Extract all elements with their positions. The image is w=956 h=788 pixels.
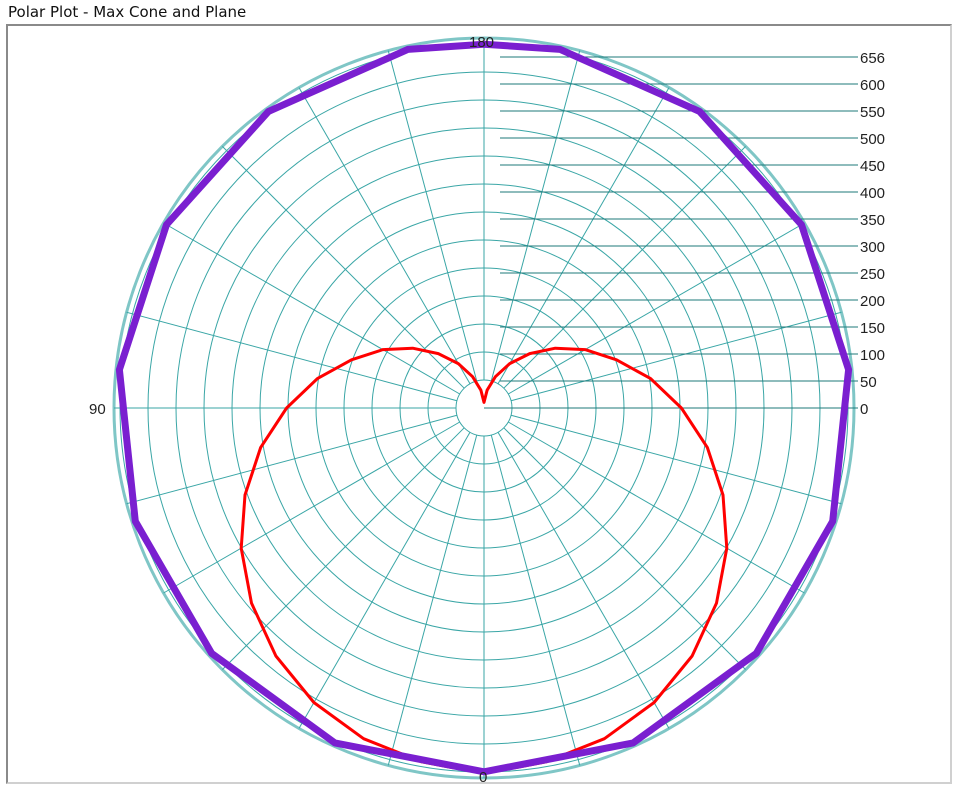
grid-ray xyxy=(126,311,458,402)
radial-tick-label: 200 xyxy=(860,293,885,310)
grid-ray xyxy=(497,431,670,729)
grid-ray xyxy=(387,434,478,766)
series-line xyxy=(115,40,853,776)
radial-tick-group: 0 50 100 150 200 250 300 350 400 450 500 550 600 656 xyxy=(484,50,885,418)
grid-ray xyxy=(298,87,471,385)
radial-tick-label: 600 xyxy=(860,77,885,94)
grid-ray xyxy=(387,50,478,382)
radial-tick-label: 350 xyxy=(860,212,885,229)
grid-ray xyxy=(126,414,458,505)
grid-ray xyxy=(490,434,581,766)
radial-tick-label: 656 xyxy=(860,50,885,67)
radial-tick-label: 500 xyxy=(860,131,885,148)
grid-ray xyxy=(503,427,746,670)
grid-ray xyxy=(163,222,461,395)
grid-ray xyxy=(510,414,842,505)
radial-tick-label: 50 xyxy=(860,374,877,391)
grid-ray xyxy=(497,87,670,385)
radial-tick-label: 450 xyxy=(860,158,885,175)
series-group xyxy=(115,40,853,776)
radial-tick-label: 0 xyxy=(860,401,868,418)
radial-tick-label: 550 xyxy=(860,104,885,121)
plot-frame xyxy=(6,24,952,784)
radial-tick-label: 250 xyxy=(860,266,885,283)
radial-tick-label: 150 xyxy=(860,320,885,337)
grid-ray xyxy=(222,146,465,389)
grid-ray xyxy=(298,431,471,729)
grid-ray xyxy=(503,146,746,389)
grid-ray xyxy=(507,222,805,395)
radial-tick-label: 300 xyxy=(860,239,885,256)
grid-ray xyxy=(163,421,461,594)
angle-label-group: 180 90 0 xyxy=(89,34,494,786)
radial-tick-label: 100 xyxy=(860,347,885,364)
grid-ray xyxy=(490,50,581,382)
grid-ray xyxy=(510,311,842,402)
grid-ray xyxy=(507,421,805,594)
series-line xyxy=(239,346,729,771)
angle-label-0: 0 xyxy=(479,769,487,786)
angle-label-180: 180 xyxy=(469,34,494,51)
grid-ray xyxy=(222,427,465,670)
window-title: Polar Plot - Max Cone and Plane xyxy=(8,3,247,21)
radial-tick-label: 400 xyxy=(860,185,885,202)
angle-label-90: 90 xyxy=(89,401,106,418)
